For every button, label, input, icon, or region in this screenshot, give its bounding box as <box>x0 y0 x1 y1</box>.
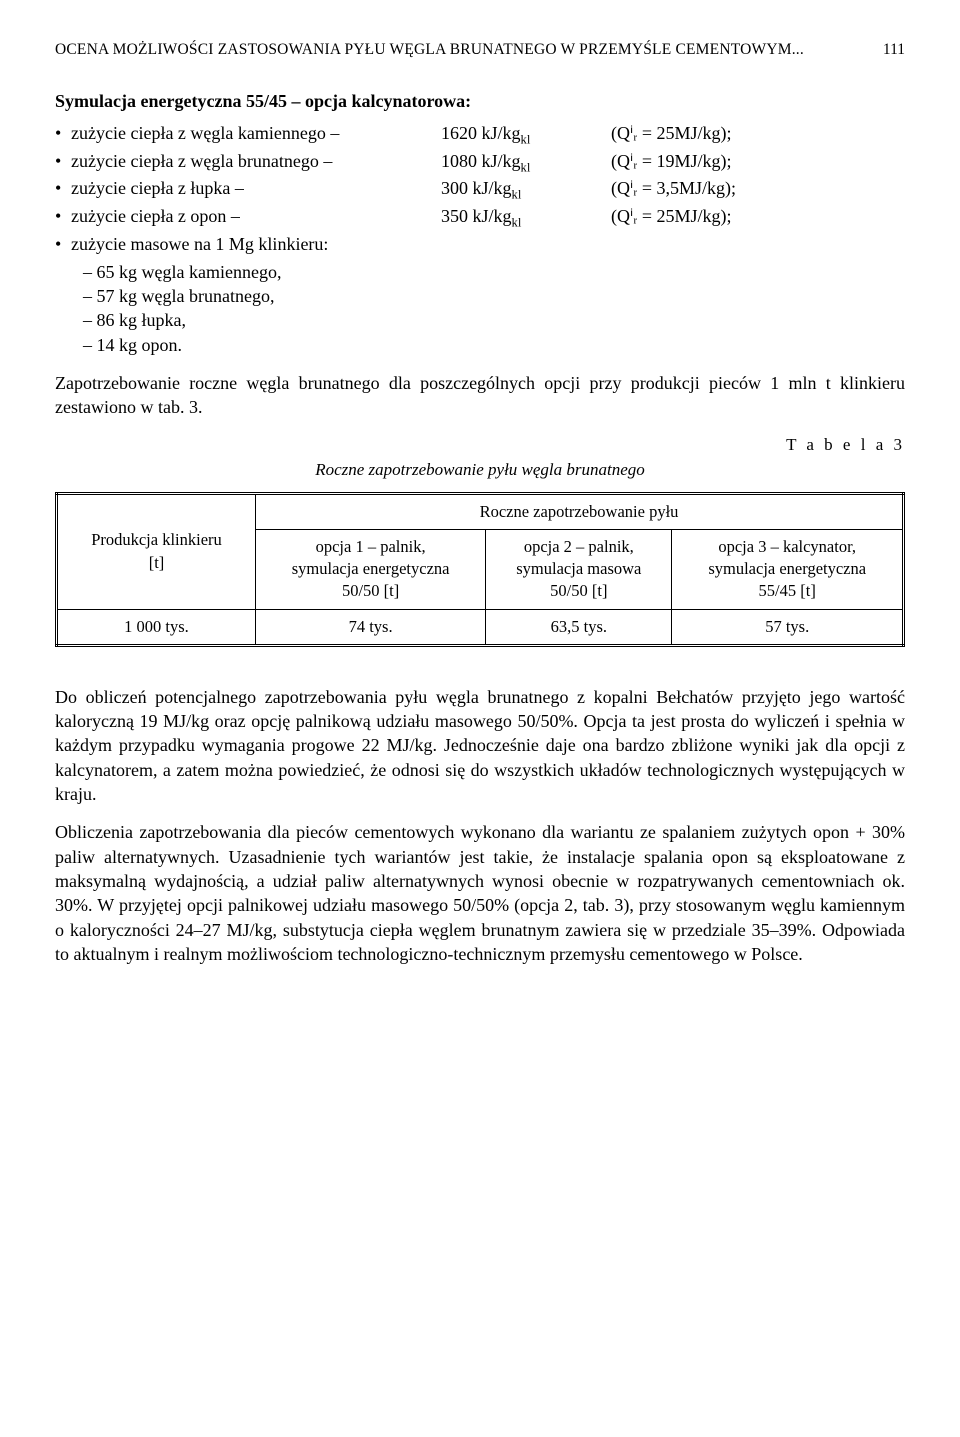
heat-label: zużycie ciepła z węgla brunatnego – <box>71 149 441 177</box>
heat-label: zużycie ciepła z węgla kamiennego – <box>71 121 441 149</box>
table-col: opcja 2 – palnik, symulacja masowa 50/50… <box>486 529 672 609</box>
table-col: opcja 3 – kalcynator, symulacja energety… <box>672 529 904 609</box>
heat-q: (Qⁱᵣ = 25MJ/kg); <box>611 121 732 149</box>
table-label: T a b e l a 3 <box>55 434 905 457</box>
bullet-icon: • <box>55 149 71 177</box>
mass-item: 65 kg węgla kamiennego, <box>83 260 905 284</box>
table-caption: Roczne zapotrzebowanie pyłu węgla brunat… <box>55 459 905 482</box>
heat-consumption-list: • zużycie ciepła z węgla kamiennego – 16… <box>55 121 905 256</box>
table-cell: 63,5 tys. <box>486 609 672 645</box>
bullet-icon: • <box>55 232 71 256</box>
running-title: OCENA MOŻLIWOŚCI ZASTOSOWANIA PYŁU WĘGLA… <box>55 40 804 61</box>
paragraph: Obliczenia zapotrzebowania dla pieców ce… <box>55 820 905 966</box>
heat-label: zużycie ciepła z łupka – <box>71 176 441 204</box>
mass-sublist: 65 kg węgla kamiennego, 57 kg węgla brun… <box>83 260 905 357</box>
heat-value: 1080 kJ/kgkl <box>441 149 611 177</box>
paragraph: Zapotrzebowanie roczne węgla brunatnego … <box>55 371 905 420</box>
simulation-title: Symulacja energetyczna 55/45 – opcja kal… <box>55 89 905 113</box>
mass-line: • zużycie masowe na 1 Mg klinkieru: <box>55 232 905 256</box>
table-cell: 1 000 tys. <box>57 609 256 645</box>
mass-item: 14 kg opon. <box>83 333 905 357</box>
heat-q: (Qⁱᵣ = 19MJ/kg); <box>611 149 732 177</box>
table-cell: 57 tys. <box>672 609 904 645</box>
running-header: OCENA MOŻLIWOŚCI ZASTOSOWANIA PYŁU WĘGLA… <box>55 40 905 61</box>
heat-row: • zużycie ciepła z łupka – 300 kJ/kgkl (… <box>55 176 905 204</box>
heat-value: 350 kJ/kgkl <box>441 204 611 232</box>
table-row: 1 000 tys. 74 tys. 63,5 tys. 57 tys. <box>57 609 904 645</box>
bullet-icon: • <box>55 121 71 149</box>
heat-value: 300 kJ/kgkl <box>441 176 611 204</box>
heat-label: zużycie ciepła z opon – <box>71 204 441 232</box>
bullet-icon: • <box>55 204 71 232</box>
bullet-icon: • <box>55 176 71 204</box>
paragraph: Do obliczeń potencjalnego zapotrzebowani… <box>55 685 905 806</box>
mass-item: 86 kg łupka, <box>83 308 905 332</box>
table-col: opcja 1 – palnik, symulacja energetyczna… <box>256 529 486 609</box>
table-3: Produkcja klinkieru [t] Roczne zapotrzeb… <box>55 492 905 647</box>
page-number: 111 <box>883 40 905 61</box>
heat-q: (Qⁱᵣ = 25MJ/kg); <box>611 204 732 232</box>
heat-row: • zużycie ciepła z węgla kamiennego – 16… <box>55 121 905 149</box>
table-superheader: Roczne zapotrzebowanie pyłu <box>256 493 904 529</box>
heat-value: 1620 kJ/kgkl <box>441 121 611 149</box>
table-rowheader: Produkcja klinkieru [t] <box>57 493 256 609</box>
table-cell: 74 tys. <box>256 609 486 645</box>
heat-q: (Qⁱᵣ = 3,5MJ/kg); <box>611 176 736 204</box>
heat-row: • zużycie ciepła z węgla brunatnego – 10… <box>55 149 905 177</box>
mass-item: 57 kg węgla brunatnego, <box>83 284 905 308</box>
heat-row: • zużycie ciepła z opon – 350 kJ/kgkl (Q… <box>55 204 905 232</box>
mass-label: zużycie masowe na 1 Mg klinkieru: <box>71 232 328 256</box>
